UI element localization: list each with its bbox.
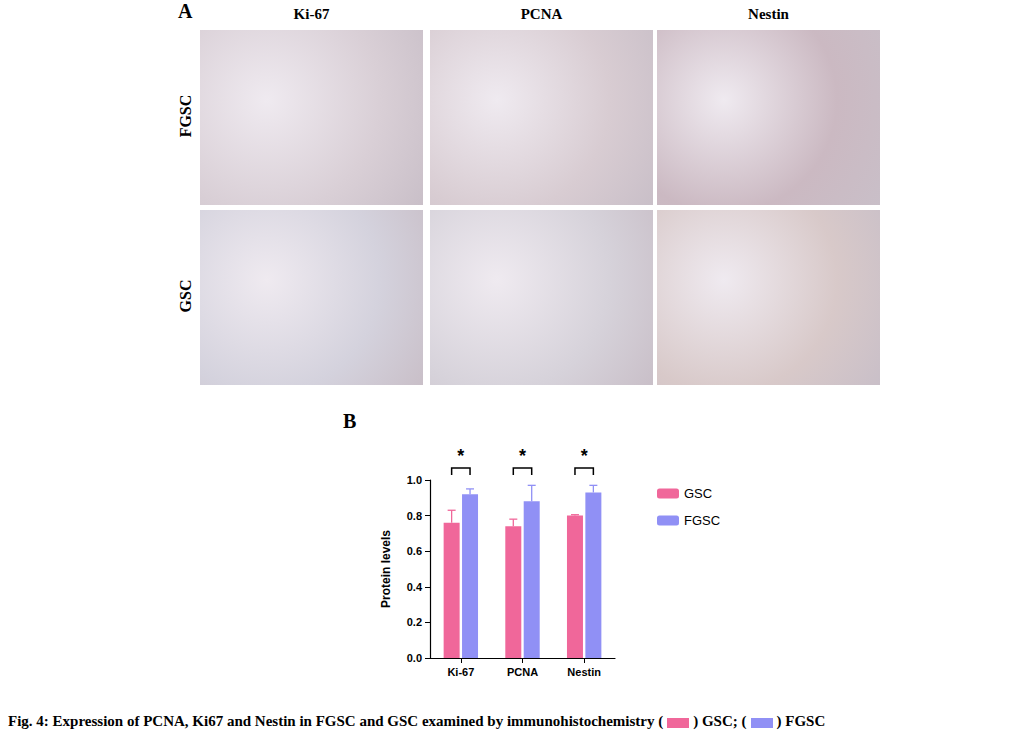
svg-text:PCNA: PCNA (507, 666, 538, 678)
svg-text:0.4: 0.4 (407, 581, 423, 593)
svg-text:1.0: 1.0 (407, 474, 422, 486)
html-text:B: B (343, 410, 357, 432)
html-text:FGSC: FGSC (176, 94, 194, 138)
html-text:Nestin: Nestin (748, 6, 789, 22)
html-text:A: A (178, 0, 193, 22)
svg-text:*: * (457, 446, 464, 466)
svg-text:0.2: 0.2 (407, 616, 422, 628)
html-text:) FGSC: ) FGSC (776, 713, 826, 729)
html-text:) GSC; (: ) GSC; ( (693, 713, 747, 729)
svg-text:0.0: 0.0 (407, 652, 422, 664)
svg-text:*: * (581, 446, 588, 466)
svg-text:*: * (519, 446, 526, 466)
html-text:Fig. 4: Expression of PCNA, Ki: Fig. 4: Expression of PCNA, Ki67 and Nes… (8, 713, 664, 729)
svg-text:0.6: 0.6 (407, 545, 422, 557)
svg-text:0.8: 0.8 (407, 510, 422, 522)
html-text:Ki-67: Ki-67 (293, 6, 330, 22)
svg-text:Nestin: Nestin (567, 666, 601, 678)
svg-text:GSC: GSC (684, 486, 712, 501)
html-text:GSC: GSC (176, 279, 194, 313)
svg-text:Protein levels: Protein levels (379, 530, 393, 608)
html-text:PCNA: PCNA (520, 6, 563, 22)
svg-text:Ki-67: Ki-67 (447, 666, 474, 678)
svg-text:FGSC: FGSC (684, 513, 720, 528)
